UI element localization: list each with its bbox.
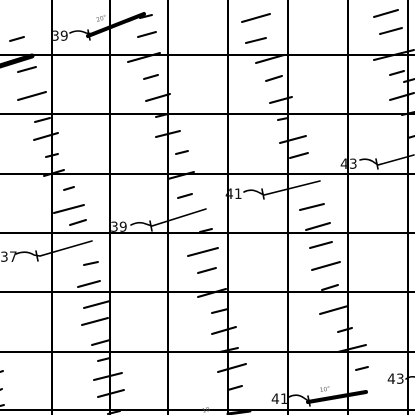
contour-label-43-bottom: 43 — [387, 372, 405, 388]
contour-label-41-mid: 41 — [225, 187, 243, 203]
heavy-barbs — [0, 12, 368, 415]
contour-label-39-mid: 39 — [110, 220, 128, 236]
contour-label-39-top: 39 — [51, 29, 69, 45]
contour-label-41-bottom: 41 — [271, 392, 289, 408]
contour-label-37: 37 — [0, 250, 18, 266]
tiny-label-10: 10° — [319, 386, 331, 394]
tiny-label-10-left: 10 — [201, 406, 211, 415]
tiny-label-20: 20° — [95, 14, 107, 24]
contour-label-43-right: 43 — [340, 157, 358, 173]
contour-hooks — [15, 29, 415, 407]
contour-labels: 39 39 37 41 43 41 43 — [0, 29, 405, 408]
direction-ticks — [0, 9, 415, 415]
tiny-annotations: 20° 10° 10 — [95, 14, 330, 415]
